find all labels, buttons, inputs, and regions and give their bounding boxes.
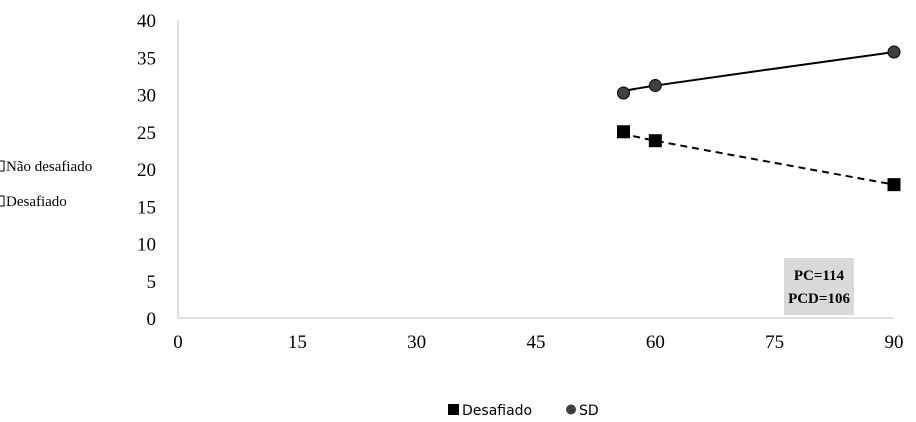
y-tick-label: 30 <box>137 86 156 107</box>
data-point-sd <box>648 79 662 93</box>
legend-label-sd: SD <box>579 403 599 419</box>
data-point-desafiado <box>648 134 662 148</box>
y-tick-label: 15 <box>137 197 156 218</box>
data-point-desafiado <box>617 125 631 139</box>
annotation-box: PC=114 PCD=106 <box>784 258 854 315</box>
data-point-desafiado <box>887 178 901 192</box>
y-tick-label: 20 <box>137 160 156 181</box>
y-tick-label: 35 <box>137 48 156 69</box>
side-labels: Não desafiado Desafiado <box>0 159 92 210</box>
x-tick-label: 60 <box>646 332 665 353</box>
x-axis-ticks: 0 15 30 45 60 75 90 <box>173 332 903 353</box>
y-tick-label: 0 <box>147 309 157 330</box>
annotation-background <box>784 258 854 315</box>
annotation-line-1: PC=114 <box>794 268 845 284</box>
side-label-nao-desafiado: Não desafiado <box>6 159 92 175</box>
x-tick-label: 30 <box>407 332 426 353</box>
x-tick-label: 15 <box>288 332 307 353</box>
y-tick-label: 25 <box>137 123 156 144</box>
y-tick-label: 5 <box>147 272 157 293</box>
y-tick-label: 10 <box>137 235 156 256</box>
data-point-sd <box>887 45 901 59</box>
side-label-marker-desafiado <box>0 195 5 207</box>
y-axis-ticks: 0 5 10 15 20 25 30 35 40 <box>137 11 156 330</box>
series-layer <box>617 45 901 192</box>
legend: Desafiado SD <box>448 403 599 419</box>
legend-marker-sd <box>566 404 576 415</box>
x-tick-label: 90 <box>885 332 904 353</box>
x-tick-label: 0 <box>173 332 183 353</box>
x-tick-label: 75 <box>765 332 784 353</box>
legend-label-desafiado: Desafiado <box>462 403 532 419</box>
x-tick-label: 45 <box>527 332 546 353</box>
legend-marker-desafiado <box>448 404 459 415</box>
y-tick-label: 40 <box>137 11 156 32</box>
series-line-desafiado <box>623 130 895 186</box>
side-label-marker-nao-desafiado <box>0 160 5 172</box>
series-line-sd <box>623 51 895 94</box>
annotation-line-2: PCD=106 <box>788 291 850 307</box>
data-point-sd <box>617 86 631 100</box>
side-label-desafiado: Desafiado <box>6 194 67 210</box>
